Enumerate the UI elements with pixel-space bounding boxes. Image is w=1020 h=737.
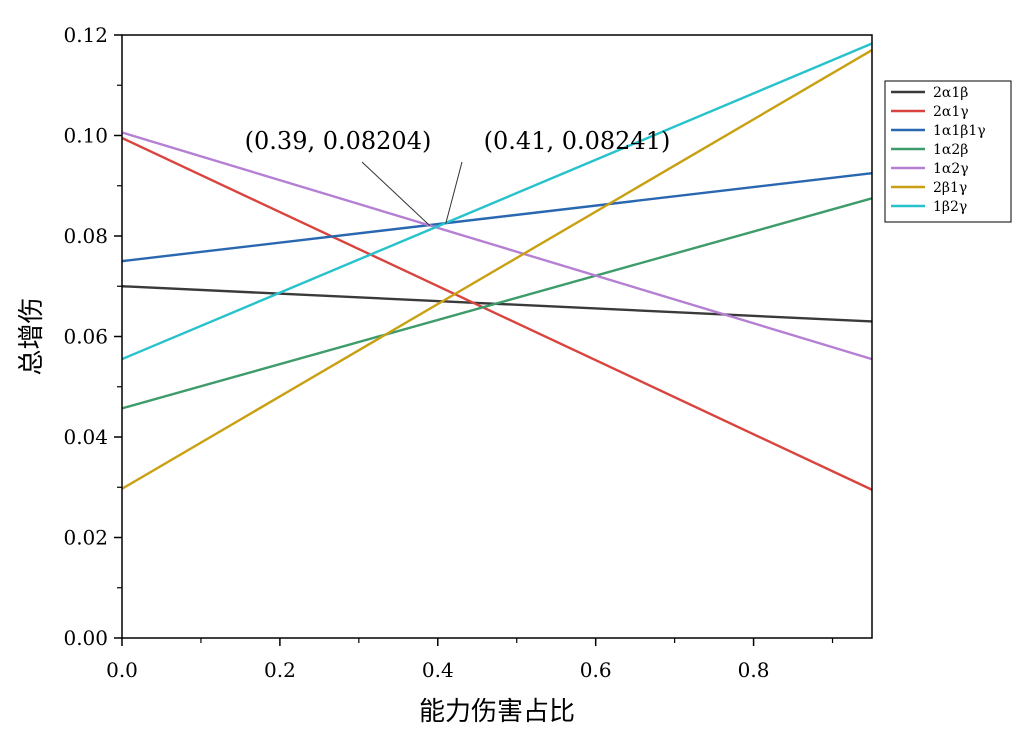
legend-label: 1α1β1γ	[933, 123, 986, 139]
axis-ticks	[114, 34, 834, 646]
legend-label: 2β1γ	[933, 180, 967, 196]
series-line-3	[121, 171, 873, 263]
legend-label: 1β2γ	[933, 199, 967, 215]
annotation-leader	[445, 161, 463, 225]
legend-box	[884, 80, 1012, 223]
y-tick-label: 0.10	[63, 124, 108, 148]
annotation-label: (0.39, 0.08204)	[245, 127, 432, 155]
plot-lines	[121, 42, 873, 491]
annotation-label: (0.41, 0.08241)	[484, 127, 671, 155]
x-tick-label: 0.6	[580, 658, 612, 682]
x-tick-label: 0.2	[264, 658, 296, 682]
y-tick-label: 0.06	[63, 325, 108, 349]
series-line-2	[121, 136, 873, 491]
series-line-6	[121, 49, 873, 490]
series-line-7	[121, 42, 873, 361]
series-line-5	[121, 131, 873, 361]
x-axis-title: 能力伤害占比	[419, 697, 575, 727]
legend-label: 1α2β	[933, 142, 968, 158]
annotation-leader	[361, 161, 431, 227]
legend: 2α1β 2α1γ 1α1β1γ 1α2β 1α2γ 2β1γ 1β2γ	[884, 80, 1012, 223]
plot-frame	[121, 34, 873, 639]
x-tick-label: 0.4	[422, 658, 454, 682]
y-axis-title: 总增伤	[17, 297, 47, 375]
annotations: (0.39, 0.08204) (0.41, 0.08241)	[245, 127, 671, 227]
y-tick-label: 0.00	[63, 626, 108, 650]
y-tick-label: 0.12	[63, 23, 108, 47]
series-line-4	[121, 197, 873, 410]
y-tick-label: 0.08	[63, 224, 108, 248]
legend-label: 2α1β	[933, 85, 968, 101]
y-tick-label: 0.02	[63, 526, 108, 550]
axis-tick-labels: 0.0 0.2 0.4 0.6 0.8 0.00 0.02 0.04 0.06 0.08 0.10 0…	[63, 23, 769, 682]
x-tick-label: 0.0	[106, 658, 138, 682]
legend-label: 1α2γ	[933, 161, 969, 177]
x-tick-label: 0.8	[738, 658, 770, 682]
legend-label: 2α1γ	[933, 104, 969, 120]
y-tick-label: 0.04	[63, 425, 108, 449]
